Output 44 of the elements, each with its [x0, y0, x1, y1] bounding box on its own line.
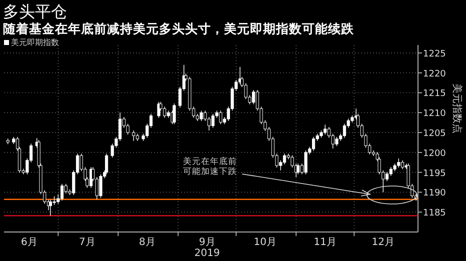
candlestick [99, 174, 102, 198]
y-tick-label: 1215 [423, 89, 446, 100]
candlestick [172, 103, 176, 125]
y-axis-title: 美元指数点 [451, 84, 463, 134]
candlestick [200, 110, 203, 122]
candlestick [252, 90, 256, 105]
x-tick-label: 7月 [79, 237, 96, 248]
x-tick-label: 11月 [314, 237, 337, 248]
candlestick [397, 158, 400, 168]
candlestick [312, 136, 316, 152]
candlestick [385, 172, 389, 182]
candlestick [304, 150, 308, 175]
y-tick-label: 1185 [423, 208, 446, 219]
candlestick [219, 110, 222, 125]
annotation: 可能加速下跌 [183, 166, 237, 177]
x-tick-label: 8月 [138, 237, 156, 248]
y-tick-label: 1200 [423, 148, 446, 159]
y-tick-label: 1195 [423, 168, 446, 179]
annotation: 美元在年底前 [183, 156, 237, 167]
candlestick [208, 116, 211, 131]
candlestick [163, 106, 166, 118]
candlestick [104, 153, 108, 175]
chart-subtitle: 随着基金在年底前减持美元多头头寸，美元即期指数可能续跌 [3, 21, 355, 36]
candlestick [342, 123, 346, 138]
x-tick-label: 12月 [372, 237, 395, 248]
candlestick [324, 124, 327, 135]
candlestick [282, 153, 286, 165]
candlestick [211, 113, 214, 128]
x-tick-label: 6月 [20, 237, 38, 248]
chart-title: 多头平仓 [3, 2, 67, 21]
x-tick-label: 10月 [254, 237, 277, 248]
y-tick-label: 1205 [423, 129, 446, 140]
y-tick-label: 1225 [423, 49, 446, 60]
candlestick [48, 199, 52, 216]
candlestick [296, 163, 300, 175]
legend-label: 美元即期指数 [11, 38, 59, 47]
y-tick-label: 1190 [423, 188, 446, 199]
y-tick-label: 1210 [423, 109, 446, 120]
candlestick [132, 130, 136, 142]
y-tick-label: 1220 [423, 69, 446, 80]
candlestick [335, 136, 338, 146]
x-tick-label: 9月 [198, 237, 216, 248]
candlestick [60, 184, 64, 201]
text: 2019 [194, 248, 220, 259]
